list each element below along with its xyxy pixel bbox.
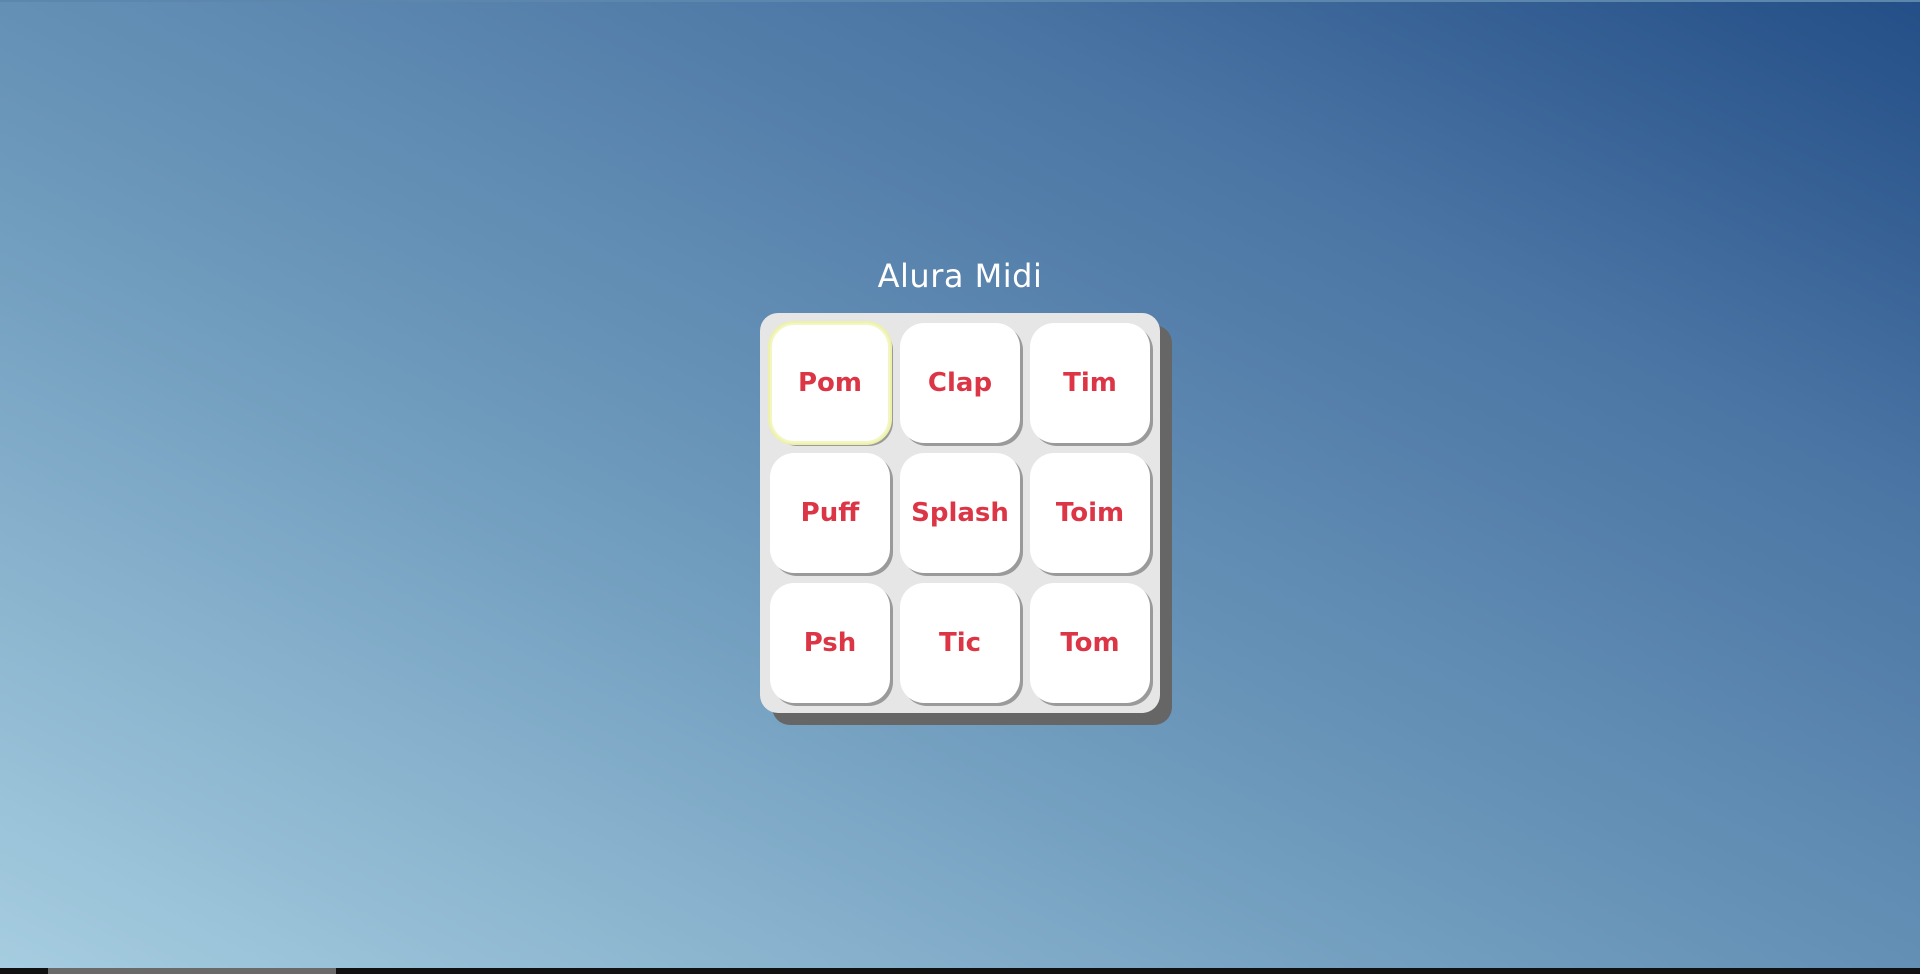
key-tim-button[interactable]: Tim (1030, 323, 1150, 443)
key-tom-button[interactable]: Tom (1030, 583, 1150, 703)
key-splash-button[interactable]: Splash (900, 453, 1020, 573)
midi-keypad: Pom Clap Tim Puff Splash Toim Psh Tic To… (760, 313, 1160, 713)
key-pom-button[interactable]: Pom (770, 323, 890, 443)
key-clap-button[interactable]: Clap (900, 323, 1020, 443)
key-tic-button[interactable]: Tic (900, 583, 1020, 703)
page-title: Alura Midi (877, 257, 1043, 295)
bottom-bar-segment (48, 968, 336, 974)
top-border (0, 0, 1920, 2)
bottom-bar (0, 968, 1920, 974)
key-psh-button[interactable]: Psh (770, 583, 890, 703)
key-toim-button[interactable]: Toim (1030, 453, 1150, 573)
key-puff-button[interactable]: Puff (770, 453, 890, 573)
